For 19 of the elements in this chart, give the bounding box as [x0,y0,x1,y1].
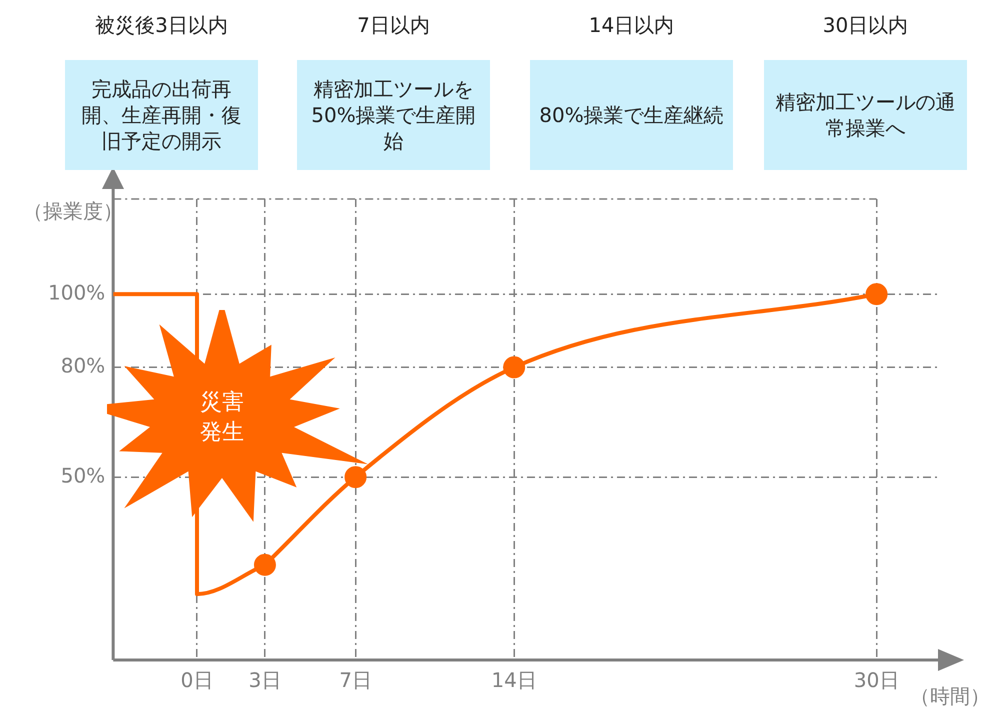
y-tick-label: 100% [48,280,106,304]
x-tick-label: 30日 [854,668,900,692]
y-tick-label: 80% [60,354,106,378]
text: 精密加工ツールの通常操業へ [764,60,967,170]
text: 80%操業で生産継続 [530,60,733,170]
x-tick-label: 7日 [339,668,372,692]
y-tick-label: 50% [60,463,106,488]
text: 30日以内 [822,12,910,39]
text: 被災後3日以内 [94,12,229,39]
text: 精密加工ツールを50%操業で生産開始 [297,60,490,170]
x-tick-label: 0日 [180,668,214,692]
x-tick-label: 14日 [491,668,537,692]
y-axis-title: （操業度） [23,199,124,224]
annotation: 災害発生 [198,389,245,447]
text: 14日以内 [588,12,676,39]
text: 7日以内 [356,12,431,39]
x-axis-title: （時間） [910,684,990,708]
text: 完成品の出荷再開、生産再開・復旧予定の開示 [65,60,258,170]
x-tick-label: 3日 [248,668,282,692]
